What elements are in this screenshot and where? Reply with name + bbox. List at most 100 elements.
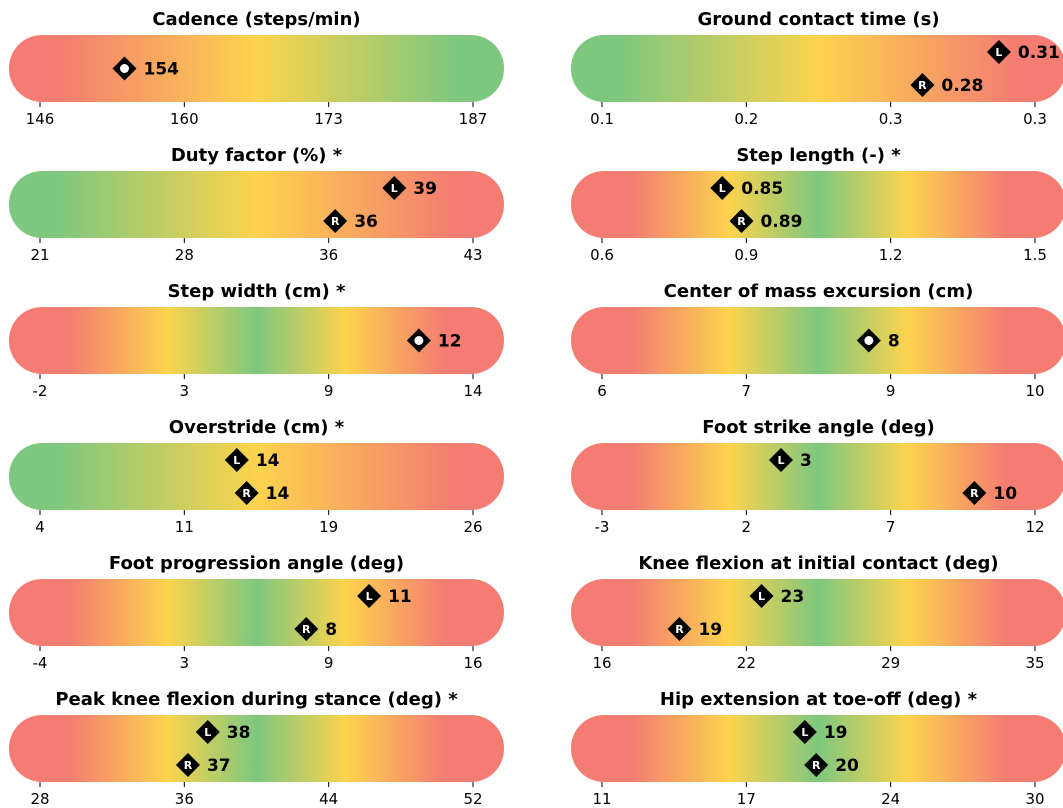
tick-label: 36 — [319, 246, 338, 264]
range-bar — [571, 443, 1063, 510]
tick-label: 160 — [170, 110, 199, 128]
marker-both: 8 — [856, 328, 900, 353]
marker-value-label: 20 — [835, 756, 859, 776]
tick-label: 30 — [1025, 790, 1044, 808]
marker-l: L 11 — [357, 584, 412, 608]
tick-label: 1.2 — [879, 246, 903, 264]
tick-label: 6 — [597, 382, 607, 400]
panel-title: Cadence (steps/min) — [152, 9, 360, 30]
diamond-marker — [382, 176, 407, 200]
marker-side-letter: L — [995, 46, 1002, 59]
panel-title: Duty factor (%) * — [171, 145, 343, 166]
diamond-marker — [357, 584, 382, 608]
diamond-marker — [667, 617, 692, 641]
panel-title: Knee flexion at initial contact (deg) — [638, 553, 998, 574]
diamond-marker — [792, 720, 817, 744]
diamond-marker — [195, 720, 220, 744]
tick-label: 29 — [881, 654, 900, 672]
marker-side-letter: L — [758, 590, 765, 603]
marker-value-label: 37 — [207, 756, 231, 776]
panel-title: Step length (-) * — [736, 145, 901, 166]
panel-title: Peak knee flexion during stance (deg) * — [55, 689, 458, 710]
marker-value-label: 38 — [227, 723, 251, 743]
panel-title: Foot progression angle (deg) — [109, 553, 404, 574]
tick-label: 0.1 — [590, 110, 614, 128]
metric-panel: Foot progression angle (deg)-4 3 9 16L 11R 8 — [9, 553, 504, 672]
tick-label: 9 — [886, 382, 896, 400]
range-bar — [9, 307, 504, 374]
diamond-marker — [986, 40, 1011, 64]
marker-value-label: 0.28 — [941, 76, 983, 96]
marker-dot — [864, 336, 874, 345]
diamond-marker — [175, 753, 200, 777]
marker-r: R 0.89 — [729, 209, 803, 233]
marker-value-label: 11 — [388, 587, 412, 607]
panel-title: Step width (cm) * — [168, 281, 346, 302]
marker-value-label: 3 — [800, 451, 812, 471]
tick-label: 19 — [319, 518, 338, 536]
tick-label: 52 — [463, 790, 482, 808]
metric-panel: Cadence (steps/min) 146 160 173 187 154 — [9, 9, 504, 128]
range-bar — [9, 171, 504, 238]
marker-l: L 39 — [382, 176, 437, 200]
tick-label: 2 — [742, 518, 752, 536]
marker-r: R 19 — [667, 617, 722, 641]
marker-side-letter: R — [812, 759, 821, 772]
marker-r: R 36 — [323, 209, 378, 233]
tick-label: 0.2 — [734, 110, 758, 128]
marker-both: 12 — [406, 328, 462, 353]
marker-value-label: 0.89 — [761, 212, 803, 232]
tick-label: 9 — [324, 654, 334, 672]
marker-value-label: 39 — [413, 179, 437, 199]
tick-label: 146 — [26, 110, 55, 128]
tick-label: 11 — [175, 518, 194, 536]
marker-l: L 0.85 — [710, 176, 783, 200]
diamond-marker — [962, 481, 987, 505]
tick-label: 0.6 — [590, 246, 614, 264]
diamond-marker — [749, 584, 774, 608]
tick-label: 11 — [592, 790, 611, 808]
tick-label: 12 — [1025, 518, 1044, 536]
tick-label: 36 — [175, 790, 194, 808]
marker-value-label: 19 — [824, 723, 848, 743]
marker-l: L 19 — [792, 720, 848, 744]
metric-panel: Step width (cm) * -2 3 9 14 12 — [9, 281, 504, 400]
diamond-marker — [294, 617, 319, 641]
tick-label: 0.3 — [1023, 110, 1047, 128]
marker-value-label: 14 — [266, 484, 290, 504]
marker-side-letter: R — [184, 759, 193, 772]
range-bar — [9, 35, 504, 102]
diamond-marker — [768, 448, 793, 472]
metric-panel: Ground contact time (s) 0.1 0.2 0.3 0.3 L 0.31… — [571, 9, 1063, 128]
marker-value-label: 0.85 — [741, 179, 783, 199]
marker-value-label: 12 — [438, 332, 462, 352]
marker-l: L 0.31 — [986, 40, 1060, 64]
marker-r: R 10 — [962, 481, 1017, 505]
tick-label: 16 — [463, 654, 482, 672]
metric-panel: Foot strike angle (deg)-3 2 7 12L 3R 10 — [571, 417, 1063, 536]
diamond-marker — [910, 73, 935, 97]
tick-label: -4 — [33, 654, 48, 672]
diamond-marker — [804, 753, 829, 777]
panel-title: Hip extension at toe-off (deg) * — [660, 689, 978, 710]
metric-panel: Step length (-) * 0.6 0.9 1.2 1.5 L 0.85 R 0.89 — [571, 145, 1063, 264]
marker-l: L 14 — [224, 448, 280, 472]
marker-value-label: 8 — [888, 332, 900, 352]
marker-side-letter: R — [331, 215, 340, 228]
tick-label: 173 — [314, 110, 343, 128]
tick-label: 44 — [319, 790, 338, 808]
marker-side-letter: L — [391, 182, 398, 195]
tick-label: 9 — [324, 382, 334, 400]
panel-title: Ground contact time (s) — [697, 9, 939, 30]
range-bar — [571, 579, 1063, 646]
tick-label: 28 — [30, 790, 49, 808]
marker-l: L 23 — [749, 584, 804, 608]
marker-side-letter: L — [233, 454, 240, 467]
range-bar — [9, 443, 504, 510]
marker-value-label: 36 — [354, 212, 378, 232]
marker-value-label: 154 — [143, 60, 179, 80]
metric-panel: Hip extension at toe-off (deg) * 11 17 24 30… — [571, 689, 1063, 808]
